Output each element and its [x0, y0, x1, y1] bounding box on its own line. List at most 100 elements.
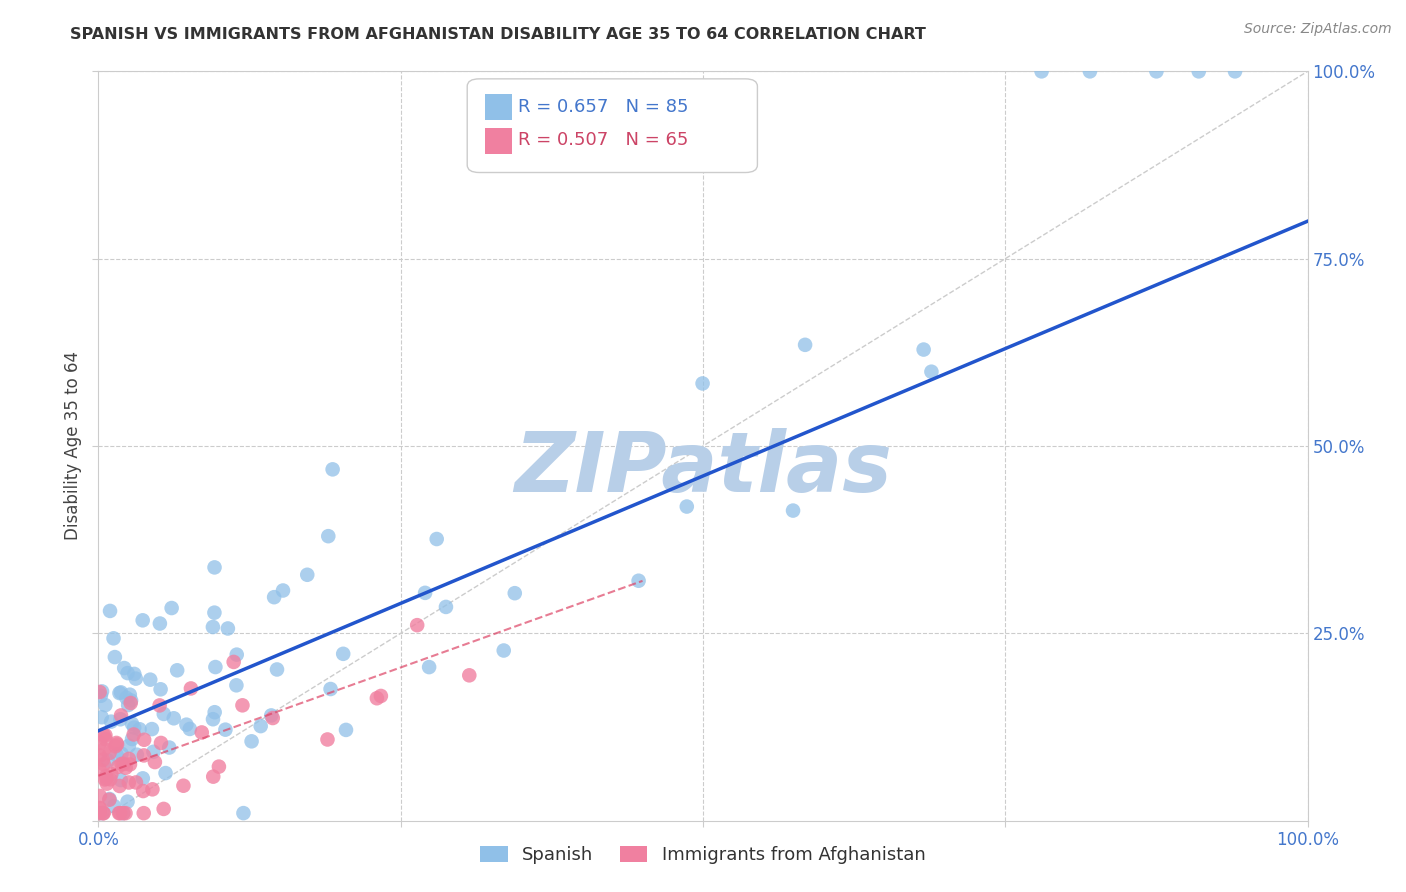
- Point: [208, 759, 231, 773]
- Point: [426, 532, 449, 546]
- Text: SPANISH VS IMMIGRANTS FROM AFGHANISTAN DISABILITY AGE 35 TO 64 CORRELATION CHART: SPANISH VS IMMIGRANTS FROM AFGHANISTAN D…: [70, 27, 927, 42]
- Point: [117, 698, 139, 712]
- Point: [110, 685, 132, 699]
- Point: [141, 782, 163, 797]
- Point: [105, 747, 128, 762]
- Point: [98, 746, 121, 760]
- Point: [141, 722, 163, 736]
- Point: [89, 801, 111, 815]
- Point: [434, 599, 457, 614]
- Point: [406, 618, 429, 632]
- Point: [110, 773, 132, 788]
- Point: [122, 667, 145, 681]
- Point: [163, 711, 186, 725]
- Point: [100, 714, 122, 729]
- Point: [675, 500, 697, 514]
- Point: [98, 772, 121, 787]
- Text: Source: ZipAtlas.com: Source: ZipAtlas.com: [1244, 22, 1392, 37]
- Point: [503, 586, 526, 600]
- Point: [202, 770, 225, 784]
- Point: [90, 689, 112, 703]
- Point: [249, 719, 271, 733]
- Point: [111, 806, 134, 821]
- Point: [332, 647, 354, 661]
- Point: [112, 661, 135, 675]
- Point: [112, 756, 135, 771]
- Point: [121, 732, 143, 747]
- Point: [125, 747, 148, 762]
- Point: [121, 716, 143, 731]
- Point: [105, 738, 128, 752]
- Point: [94, 698, 117, 712]
- Point: [112, 806, 135, 821]
- FancyBboxPatch shape: [467, 78, 758, 172]
- Point: [110, 747, 132, 761]
- Point: [132, 784, 155, 798]
- Y-axis label: Disability Age 35 to 64: Disability Age 35 to 64: [65, 351, 83, 541]
- Point: [260, 708, 283, 723]
- Point: [107, 760, 129, 774]
- Point: [108, 806, 131, 821]
- Point: [111, 756, 134, 771]
- Point: [96, 777, 118, 791]
- Point: [110, 708, 132, 723]
- Point: [627, 574, 650, 588]
- Point: [98, 793, 121, 807]
- Point: [1223, 64, 1246, 78]
- Text: R = 0.507   N = 65: R = 0.507 N = 65: [517, 131, 689, 149]
- Text: R = 0.657   N = 85: R = 0.657 N = 85: [517, 97, 689, 116]
- Point: [143, 755, 166, 769]
- Point: [418, 660, 440, 674]
- Point: [93, 757, 115, 772]
- Point: [117, 795, 139, 809]
- Point: [152, 706, 174, 721]
- Point: [108, 686, 131, 700]
- Point: [920, 365, 942, 379]
- Point: [204, 560, 226, 574]
- Point: [166, 663, 188, 677]
- Point: [1188, 64, 1211, 78]
- Point: [157, 740, 180, 755]
- Point: [263, 590, 285, 604]
- Point: [319, 681, 342, 696]
- Point: [266, 663, 288, 677]
- Point: [225, 648, 247, 662]
- Point: [370, 689, 392, 703]
- Point: [103, 799, 125, 814]
- Point: [1146, 64, 1168, 78]
- Point: [413, 586, 436, 600]
- Point: [104, 739, 127, 754]
- Point: [118, 752, 141, 766]
- Point: [118, 757, 141, 772]
- Point: [104, 650, 127, 665]
- Point: [89, 736, 111, 750]
- Point: [131, 613, 153, 627]
- Point: [794, 338, 817, 352]
- Point: [271, 583, 294, 598]
- Point: [222, 655, 245, 669]
- Point: [120, 693, 142, 707]
- Point: [94, 732, 117, 747]
- Point: [366, 691, 388, 706]
- Bar: [485, 128, 512, 153]
- Point: [108, 806, 131, 821]
- Point: [91, 806, 114, 821]
- Point: [160, 601, 183, 615]
- Point: [132, 748, 155, 763]
- Point: [201, 620, 224, 634]
- Point: [692, 376, 714, 391]
- Point: [204, 660, 226, 674]
- Point: [93, 806, 115, 821]
- Point: [149, 736, 172, 750]
- Point: [297, 567, 319, 582]
- Point: [91, 806, 114, 821]
- Point: [240, 734, 263, 748]
- Point: [316, 529, 339, 543]
- Point: [316, 732, 339, 747]
- Point: [132, 772, 155, 786]
- Point: [89, 801, 111, 815]
- Point: [96, 769, 118, 783]
- Point: [204, 705, 226, 719]
- Point: [114, 761, 136, 775]
- Point: [149, 682, 172, 697]
